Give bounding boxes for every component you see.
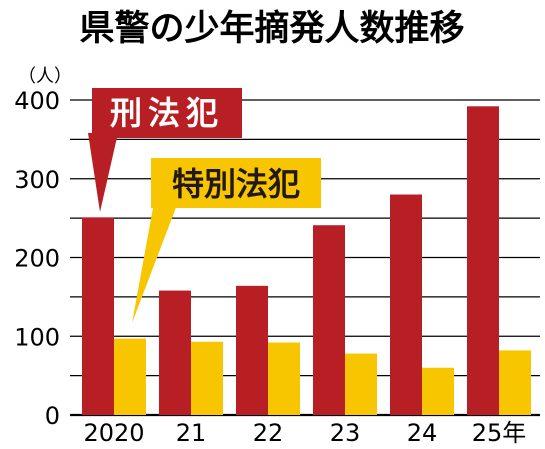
y-axis-ticks: 0 100 200 300 400 [14,87,60,430]
x-tick-label: 23 [330,419,361,447]
bars [82,106,531,416]
y-axis-unit-label: （人） [18,66,72,87]
bar-criminal-offense [390,194,422,415]
series-label-special: 特別法犯 [172,165,300,203]
x-tick-label: 24 [407,419,438,447]
x-tick-label: 2020 [83,419,144,447]
y-tick-label: 300 [14,166,60,194]
callout-pointer-criminal [88,133,118,212]
callout-box-criminal [92,88,242,138]
bar-criminal-offense [313,225,345,415]
bar-special-law-offense [114,338,146,415]
bar-special-law-offense [422,367,454,415]
y-tick-label: 0 [45,402,60,430]
x-tick-label: 25年 [472,419,527,447]
bar-special-law-offense [268,342,300,415]
bar-special-law-offense [499,350,531,415]
bar-criminal-offense [159,290,191,415]
x-tick-label: 21 [176,419,207,447]
x-axis-ticks: 2020 21 22 23 24 25年 [83,419,526,447]
y-tick-label: 400 [14,87,60,115]
series-label-criminal: 刑法犯 [110,94,224,132]
x-tick-label: 22 [253,419,284,447]
bar-criminal-offense [467,106,499,416]
callout-pointer-special [132,197,180,323]
y-tick-label: 200 [14,245,60,273]
grid-lines [70,99,540,417]
bar-special-law-offense [345,353,377,415]
bar-criminal-offense [82,217,114,415]
y-tick-label: 100 [14,323,60,351]
callout-box-special [151,158,321,208]
bar-special-law-offense [191,341,223,415]
bar-criminal-offense [236,285,268,415]
chart-title: 県警の少年摘発人数推移 [79,9,464,49]
